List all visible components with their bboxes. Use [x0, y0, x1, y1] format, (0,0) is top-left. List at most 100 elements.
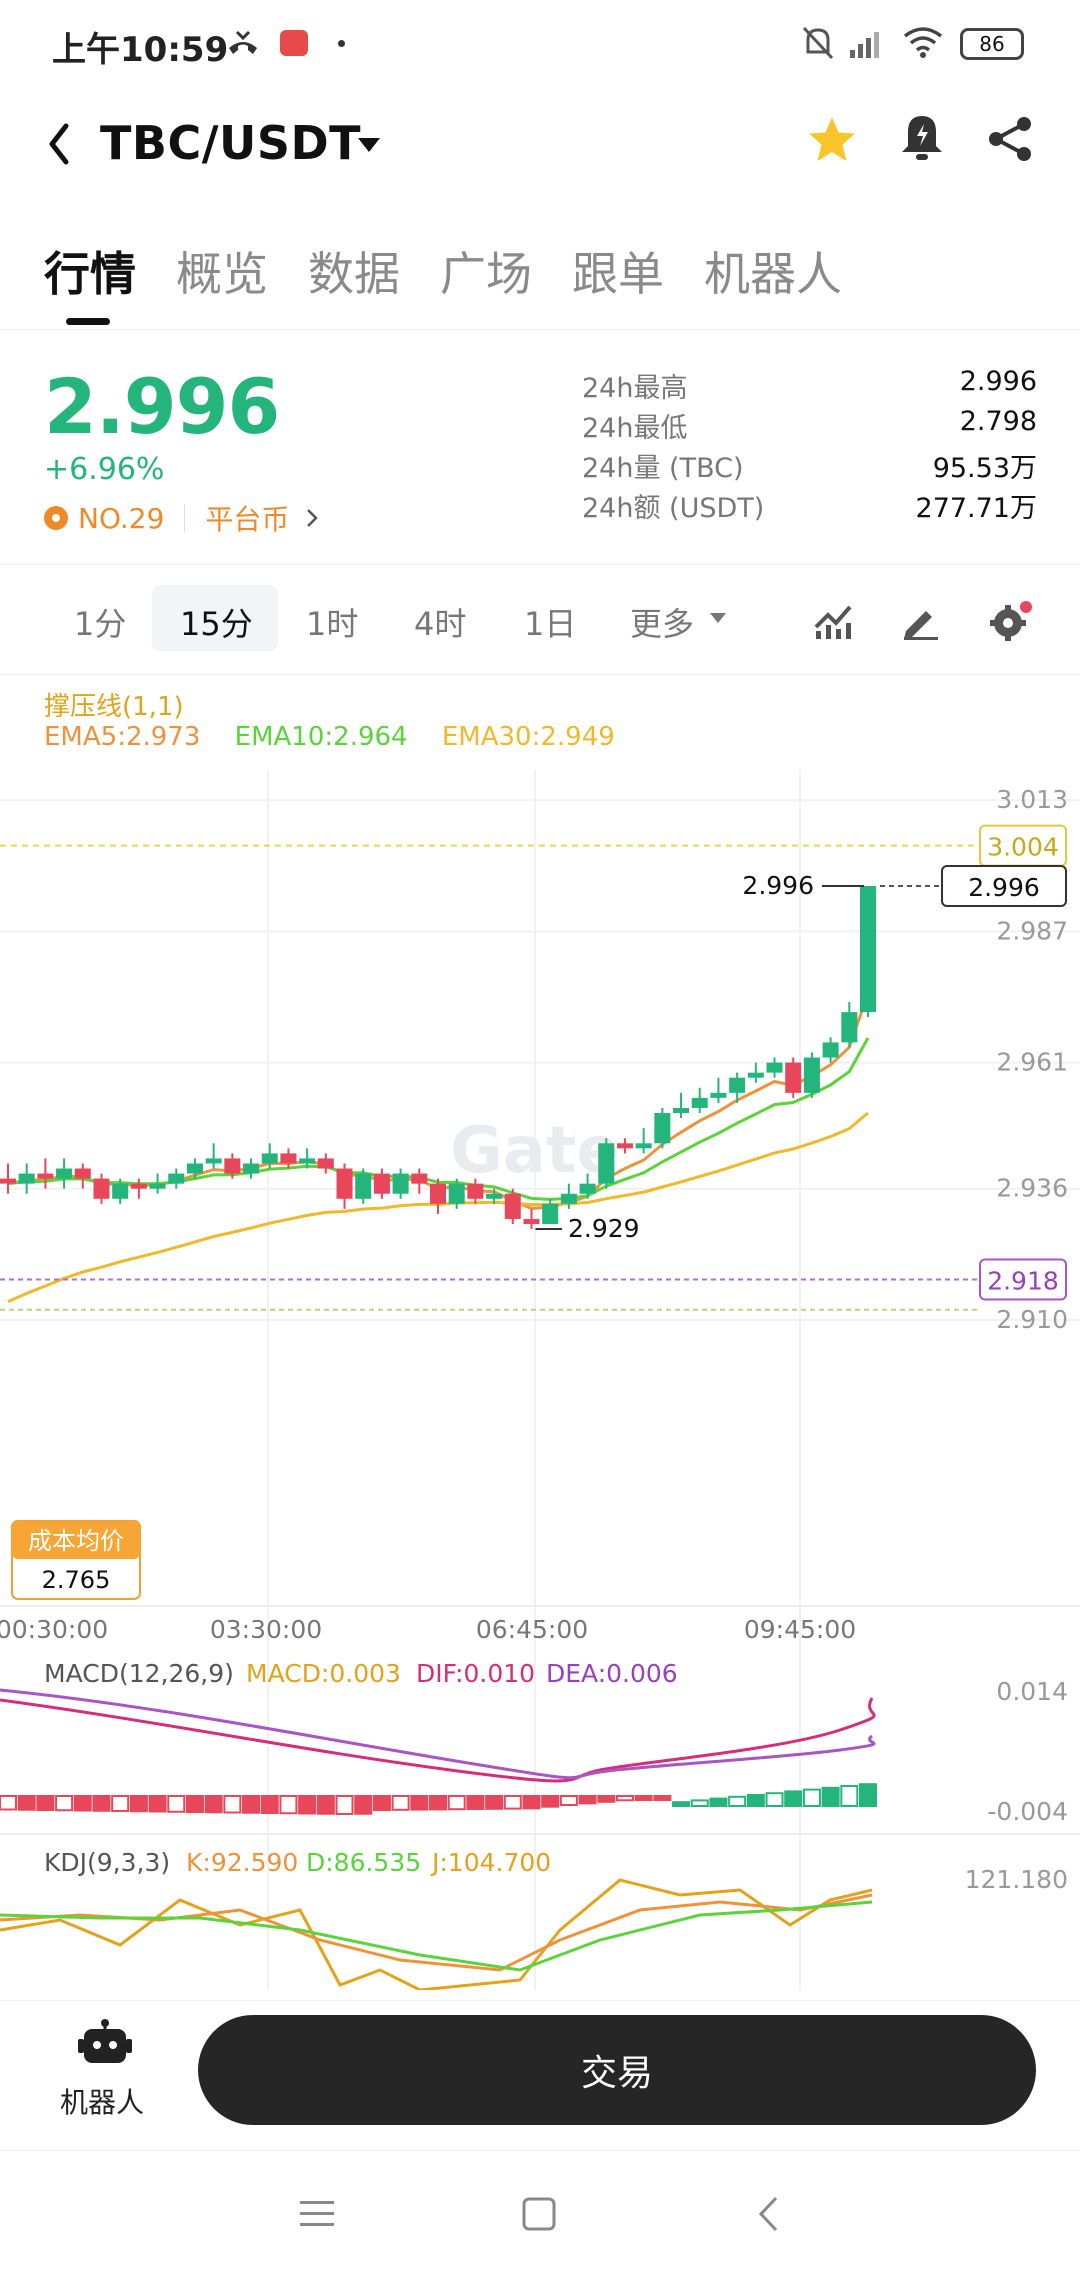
candle-body — [299, 1158, 316, 1164]
candle-body — [392, 1173, 409, 1194]
draw-pencil-icon[interactable] — [900, 601, 940, 641]
ema10-value: EMA10:2.964 — [234, 722, 408, 752]
macd-bar — [354, 1795, 373, 1815]
macd-bar — [185, 1795, 204, 1813]
candle-body — [673, 1107, 690, 1114]
robot-icon[interactable] — [78, 2019, 132, 2069]
macd-bar — [597, 1795, 616, 1803]
more-dropdown-icon[interactable] — [708, 611, 728, 625]
candle-body — [467, 1183, 484, 1199]
timeframe-4h[interactable]: 4时 — [414, 605, 467, 643]
candle-body — [691, 1097, 708, 1108]
macd-bar — [429, 1795, 447, 1811]
robot-label[interactable]: 机器人 — [60, 2086, 145, 2119]
timeframe-active-bg — [152, 585, 278, 651]
stat-label: 24h最高 — [582, 373, 688, 404]
home-nav-icon[interactable] — [522, 2197, 556, 2231]
macd-bar — [653, 1795, 672, 1801]
chart-settings-gear-icon[interactable] — [988, 599, 1034, 643]
stat-24h-volume: 24h量 (TBC) 95.53万 — [582, 446, 1037, 486]
price-change: +6.96% — [44, 452, 165, 487]
macd-bar — [447, 1795, 466, 1811]
stat-value: 2.996 — [959, 366, 1037, 397]
macd-bar — [728, 1795, 747, 1808]
candle-body — [224, 1158, 241, 1174]
cost-average-title: 成本均价 — [28, 1527, 124, 1555]
timeframe-1d[interactable]: 1日 — [524, 605, 577, 643]
macd-bar — [466, 1795, 485, 1810]
macd-bar — [522, 1795, 541, 1810]
ema30-value: EMA30:2.949 — [441, 722, 615, 752]
tab-overview[interactable]: 概览 — [176, 247, 268, 301]
tab-square[interactable]: 广场 — [440, 247, 532, 301]
share-icon[interactable] — [986, 114, 1036, 164]
candle-body — [542, 1203, 559, 1225]
macd-bar — [223, 1795, 242, 1814]
timeframe-bar: 1分 15分 1时 4时 1日 更多 — [0, 565, 1080, 675]
candle-body — [355, 1173, 372, 1199]
macd-bar — [73, 1795, 92, 1812]
tab-copy-trading[interactable]: 跟单 — [572, 247, 664, 301]
macd-value: MACD:0.003 — [246, 1659, 401, 1688]
candle-body — [130, 1183, 147, 1189]
kdj-j-line — [0, 1878, 873, 1990]
candle-body — [186, 1163, 203, 1174]
coin-rank[interactable]: NO.29 平台币 — [44, 498, 319, 538]
timeframe-more[interactable]: 更多 — [630, 605, 695, 643]
candle-body — [579, 1183, 596, 1194]
macd-dif-line — [0, 1697, 876, 1783]
macd-tick-bottom: -0.004 — [987, 1797, 1068, 1826]
candle-body — [18, 1173, 35, 1184]
tab-data[interactable]: 数据 — [308, 247, 400, 301]
candle-body — [860, 885, 876, 1013]
ema5-line — [7, 993, 870, 1211]
macd-bar — [746, 1794, 765, 1807]
status-time: 上午10:59 — [52, 30, 229, 70]
macd-bar — [765, 1792, 784, 1808]
timeframe-1h[interactable]: 1时 — [306, 605, 359, 643]
candle-body — [635, 1143, 652, 1149]
candle-body — [37, 1173, 54, 1179]
macd-bar — [485, 1795, 504, 1810]
candle-body — [822, 1042, 839, 1058]
tab-market[interactable]: 行情 — [44, 247, 136, 301]
gate-watermark: Gate — [450, 1114, 620, 1188]
kdj-d-value: D:86.535 — [306, 1848, 421, 1877]
timeframe-1m[interactable]: 1分 — [74, 605, 127, 643]
macd-bar — [316, 1795, 335, 1815]
macd-dea-line — [0, 1688, 876, 1780]
pair-dropdown-icon[interactable] — [356, 136, 382, 154]
back-nav-icon[interactable] — [756, 2195, 780, 2233]
candle-body — [56, 1168, 73, 1179]
macd-bar — [578, 1795, 597, 1805]
menu-nav-icon[interactable] — [300, 2199, 334, 2229]
macd-bar — [111, 1795, 130, 1812]
back-icon[interactable] — [44, 120, 74, 168]
active-tab-indicator — [66, 318, 110, 325]
macd-bar — [503, 1795, 522, 1810]
indicators-icon[interactable] — [812, 601, 854, 641]
candle-body — [430, 1183, 446, 1204]
tab-bots[interactable]: 机器人 — [704, 247, 842, 301]
coin-category: 平台币 — [205, 503, 290, 536]
price-alert-bell-icon[interactable] — [898, 112, 946, 164]
price-chart[interactable]: 3.013 2.987 2.961 2.936 2.910 00:30:00 03:30:0… — [0, 770, 1080, 1990]
wifi-icon — [903, 27, 943, 58]
pair-title[interactable]: TBC/USDT — [100, 116, 362, 170]
support-resistance-legend: 撑压线(1,1) — [44, 692, 184, 722]
candle-body — [841, 1012, 858, 1043]
y-tick-label: 2.936 — [996, 1174, 1068, 1203]
trade-button[interactable]: 交易 — [198, 2015, 1036, 2125]
macd-bar — [802, 1788, 821, 1807]
candle-body — [616, 1143, 633, 1149]
macd-bar — [298, 1795, 317, 1815]
macd-bar — [391, 1795, 410, 1811]
chevron-right-icon — [307, 509, 319, 527]
chart-overlays: 3.004 2.996 2.918 2.996 2.929 成本均价 2.765 — [0, 824, 1067, 1600]
macd-bar — [335, 1795, 354, 1815]
ema5-value: EMA5:2.973 — [44, 722, 201, 752]
favorite-star-icon[interactable] — [806, 114, 858, 166]
timeframe-15m[interactable]: 15分 — [180, 605, 253, 643]
macd-bar — [372, 1795, 391, 1811]
macd-bar — [709, 1797, 728, 1807]
